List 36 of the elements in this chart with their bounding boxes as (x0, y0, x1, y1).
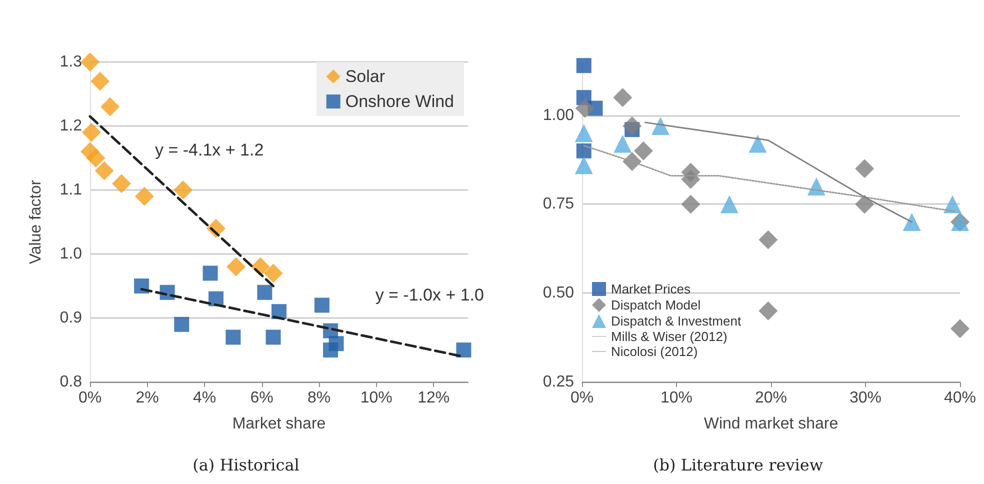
x-tick-label: 40% (944, 390, 976, 406)
annotation: y = -4.1x + 1.2 (155, 140, 264, 160)
x-tick-label: 10% (360, 390, 392, 406)
y-tick-label: 1.2 (60, 118, 82, 134)
x-tick-label: 6% (250, 390, 274, 406)
y-tick-label: 1.3 (60, 54, 82, 70)
legend-label: Market Prices (611, 282, 691, 296)
y-tick-label: 0.25 (542, 374, 574, 390)
y-axis-title: Value factor (28, 179, 44, 264)
legend-label: Mills & Wiser (2012) (611, 329, 728, 344)
y-tick-label: 0.9 (60, 310, 82, 326)
x-tick-label: 30% (849, 390, 882, 406)
x-tick-label: 20% (754, 390, 788, 406)
text: (a) Historical (192, 456, 300, 474)
legend-label: Nicolosi (2012) (611, 344, 698, 359)
x-tick-label: 4% (192, 390, 216, 406)
legend-label: Solar (345, 67, 386, 86)
legend-label: Onshore Wind (345, 92, 454, 111)
text: (b) Literature review (652, 456, 824, 474)
x-tick-label: 0% (570, 390, 594, 406)
x-axis-title: Wind market share (704, 416, 838, 432)
annotation: y = -1.0x + 1.0 (375, 286, 484, 304)
y-tick-label: 1.0 (60, 246, 82, 262)
x-tick-label: 2% (136, 390, 159, 406)
x-tick-label: 0% (78, 390, 102, 406)
x-axis-title: Market share (232, 416, 326, 432)
legend-label: Dispatch & Investment (611, 314, 742, 328)
y-tick-label: 1.1 (60, 182, 82, 198)
y-tick-label: 0.8 (60, 374, 82, 390)
y-tick-label: 0.50 (542, 284, 574, 302)
legend-label: Dispatch Model (611, 298, 701, 312)
y-tick-label: 0.75 (542, 196, 574, 213)
x-tick-label: 8% (308, 390, 331, 406)
y-tick-label: 1.00 (542, 106, 574, 124)
x-tick-label: 10% (660, 390, 693, 406)
x-tick-label: 12% (418, 390, 450, 406)
